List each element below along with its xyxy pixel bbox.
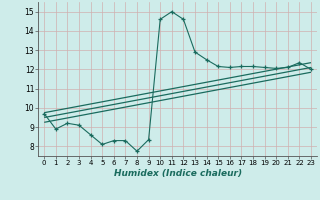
X-axis label: Humidex (Indice chaleur): Humidex (Indice chaleur): [114, 169, 242, 178]
